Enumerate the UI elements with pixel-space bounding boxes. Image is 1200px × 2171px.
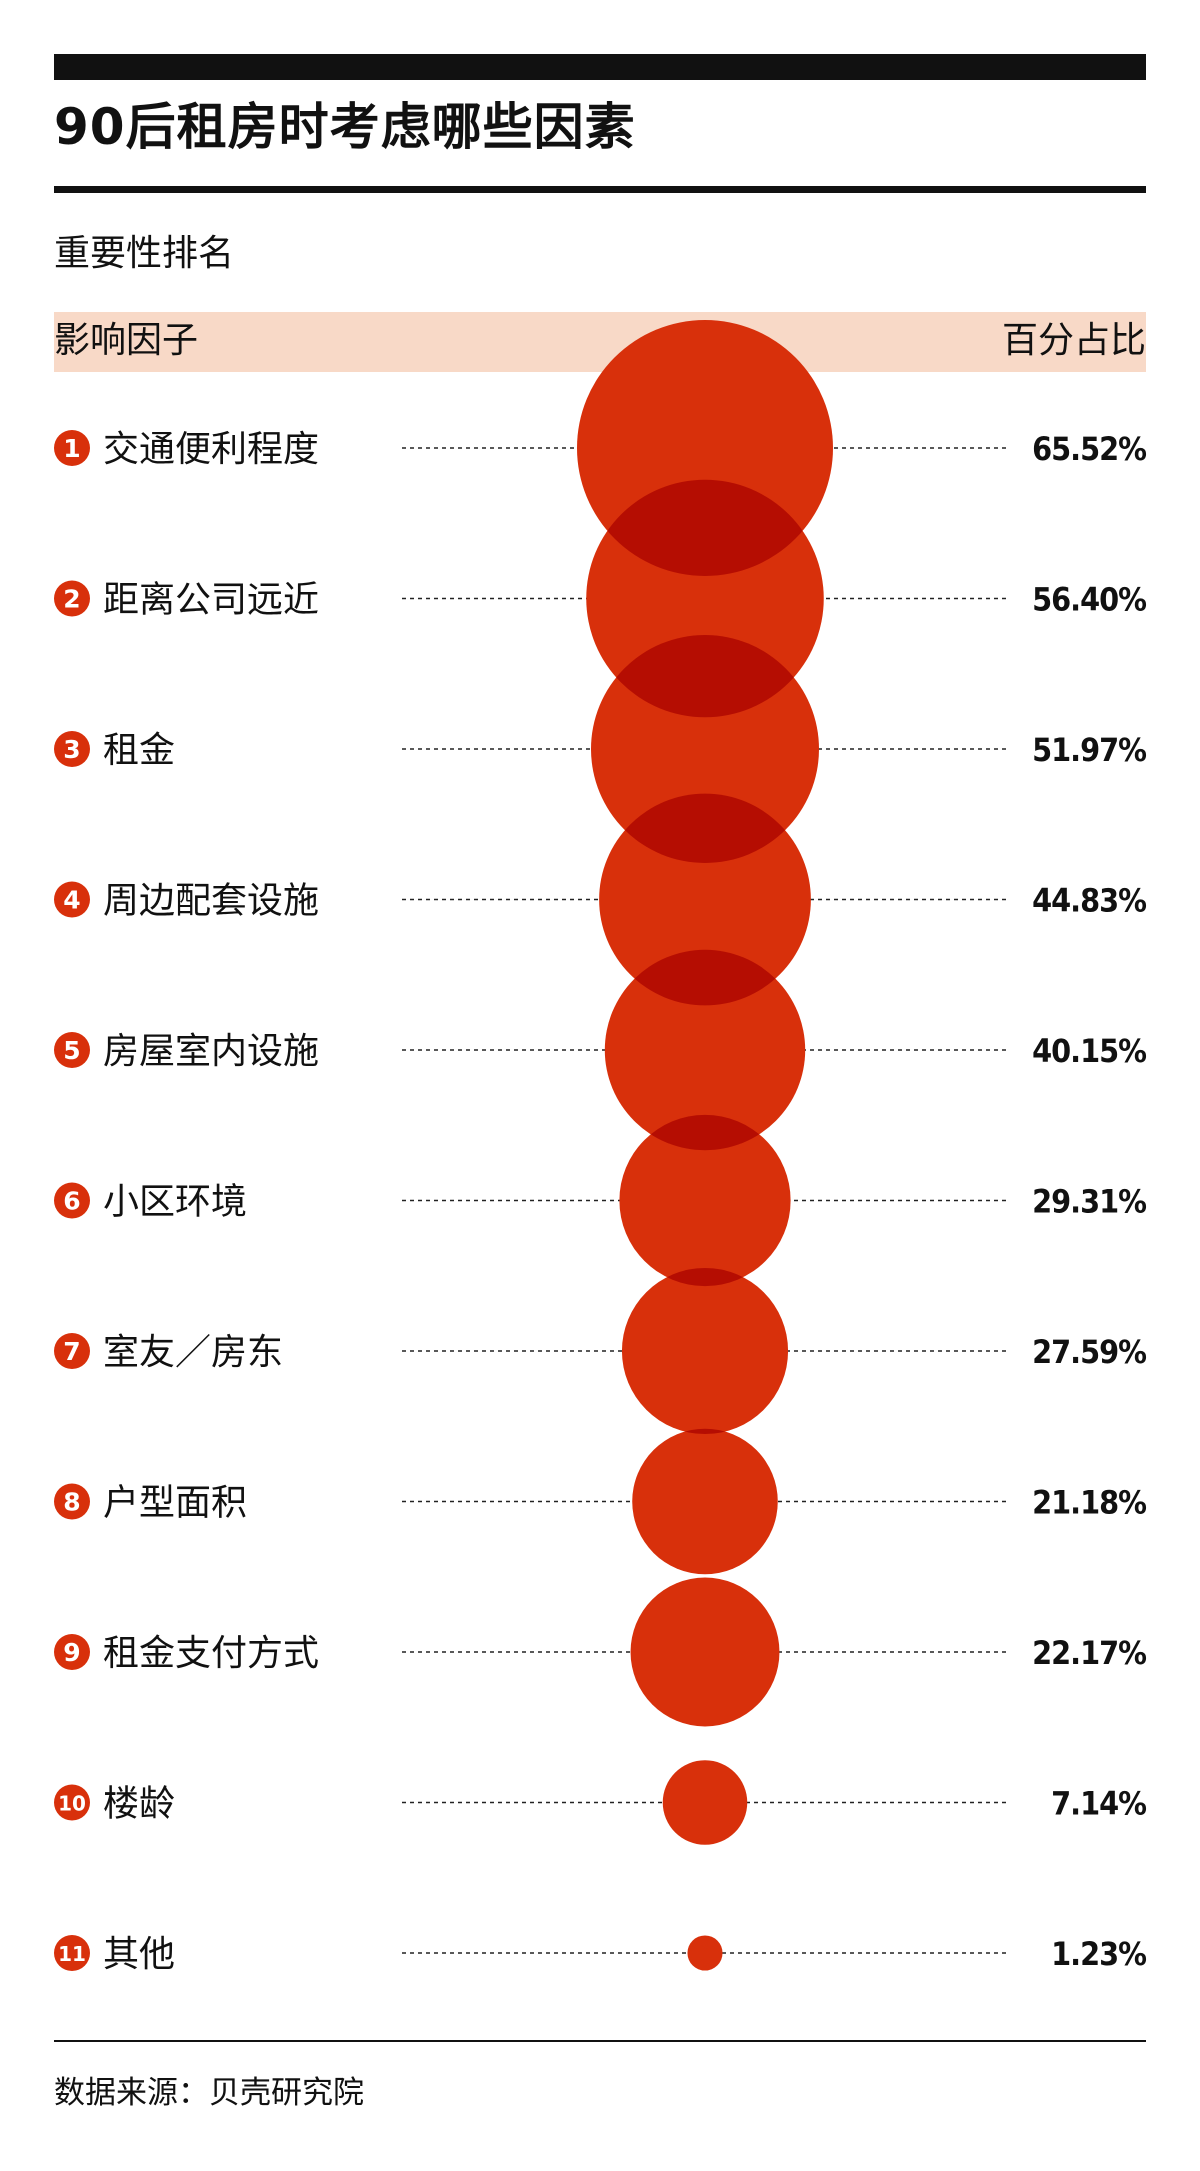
bubble-overlap	[586, 479, 824, 576]
value-label: 1.23%	[1051, 1935, 1146, 1973]
category-label: 其他	[103, 1934, 175, 1975]
top-bar	[54, 54, 1146, 80]
value-label: 7.14%	[1051, 1785, 1146, 1823]
category-label: 租金	[103, 730, 175, 771]
value-label: 65.52%	[1032, 430, 1146, 468]
category-label: 房屋室内设施	[103, 1031, 319, 1072]
rank-number: 11	[58, 1942, 86, 1966]
bubble-6	[619, 1114, 791, 1287]
category-label: 小区环境	[103, 1182, 247, 1223]
rank-badge	[54, 580, 90, 617]
value-label: 51.97%	[1032, 731, 1146, 769]
rank-number: 6	[63, 1187, 80, 1216]
rank-badge	[54, 1182, 90, 1219]
category-label: 户型面积	[103, 1483, 247, 1524]
rank-badge	[54, 1333, 90, 1369]
category-label: 周边配套设施	[103, 881, 319, 922]
rank-number: 1	[63, 434, 80, 463]
value-label: 21.18%	[1032, 1484, 1146, 1522]
rank-number: 9	[63, 1638, 80, 1667]
rank-number: 5	[63, 1036, 80, 1065]
bubble-8	[632, 1428, 778, 1575]
category-label: 距离公司远近	[103, 580, 319, 621]
category-label: 租金支付方式	[103, 1633, 319, 1674]
rank-badge	[54, 1032, 90, 1068]
rank-badge	[54, 731, 90, 767]
bubble-overlap	[591, 635, 819, 718]
column-header-factor: 影响因子	[54, 320, 199, 361]
rank-number: 10	[58, 1792, 86, 1816]
rank-badge	[54, 430, 90, 466]
bubble-11	[687, 1935, 723, 1971]
rank-badge	[54, 881, 90, 918]
category-label: 室友／房东	[103, 1332, 283, 1373]
bubble-overlap	[599, 793, 811, 863]
footer-rule	[54, 2040, 1146, 2042]
value-label: 40.15%	[1032, 1032, 1146, 1070]
title-rule	[54, 186, 1146, 193]
value-label: 27.59%	[1032, 1333, 1146, 1371]
bubble-5	[604, 949, 806, 1151]
value-label: 22.17%	[1032, 1634, 1146, 1672]
rank-badge	[54, 1784, 90, 1821]
category-label: 楼龄	[103, 1784, 175, 1825]
rank-badge	[54, 1935, 90, 1971]
rank-number: 3	[63, 735, 80, 764]
chart-title: 90后租房时考虑哪些因素	[54, 98, 636, 156]
value-label: 29.31%	[1032, 1183, 1146, 1221]
rank-number: 7	[63, 1337, 80, 1366]
rank-number: 8	[63, 1488, 80, 1517]
source-note: 数据来源：贝壳研究院	[54, 2075, 364, 2111]
value-label: 56.40%	[1032, 581, 1146, 619]
value-label: 44.83%	[1032, 882, 1146, 920]
rank-number: 2	[63, 585, 80, 614]
header-band	[54, 312, 1146, 372]
rank-badge	[54, 1634, 90, 1670]
category-label: 交通便利程度	[103, 429, 319, 470]
rank-badge	[54, 1483, 90, 1520]
chart-subtitle: 重要性排名	[54, 233, 235, 274]
column-header-percent: 百分占比	[1001, 320, 1146, 361]
rank-number: 4	[63, 886, 80, 915]
bubble-7	[621, 1267, 789, 1435]
bubble-10	[662, 1760, 748, 1845]
bubble-9	[630, 1577, 780, 1727]
